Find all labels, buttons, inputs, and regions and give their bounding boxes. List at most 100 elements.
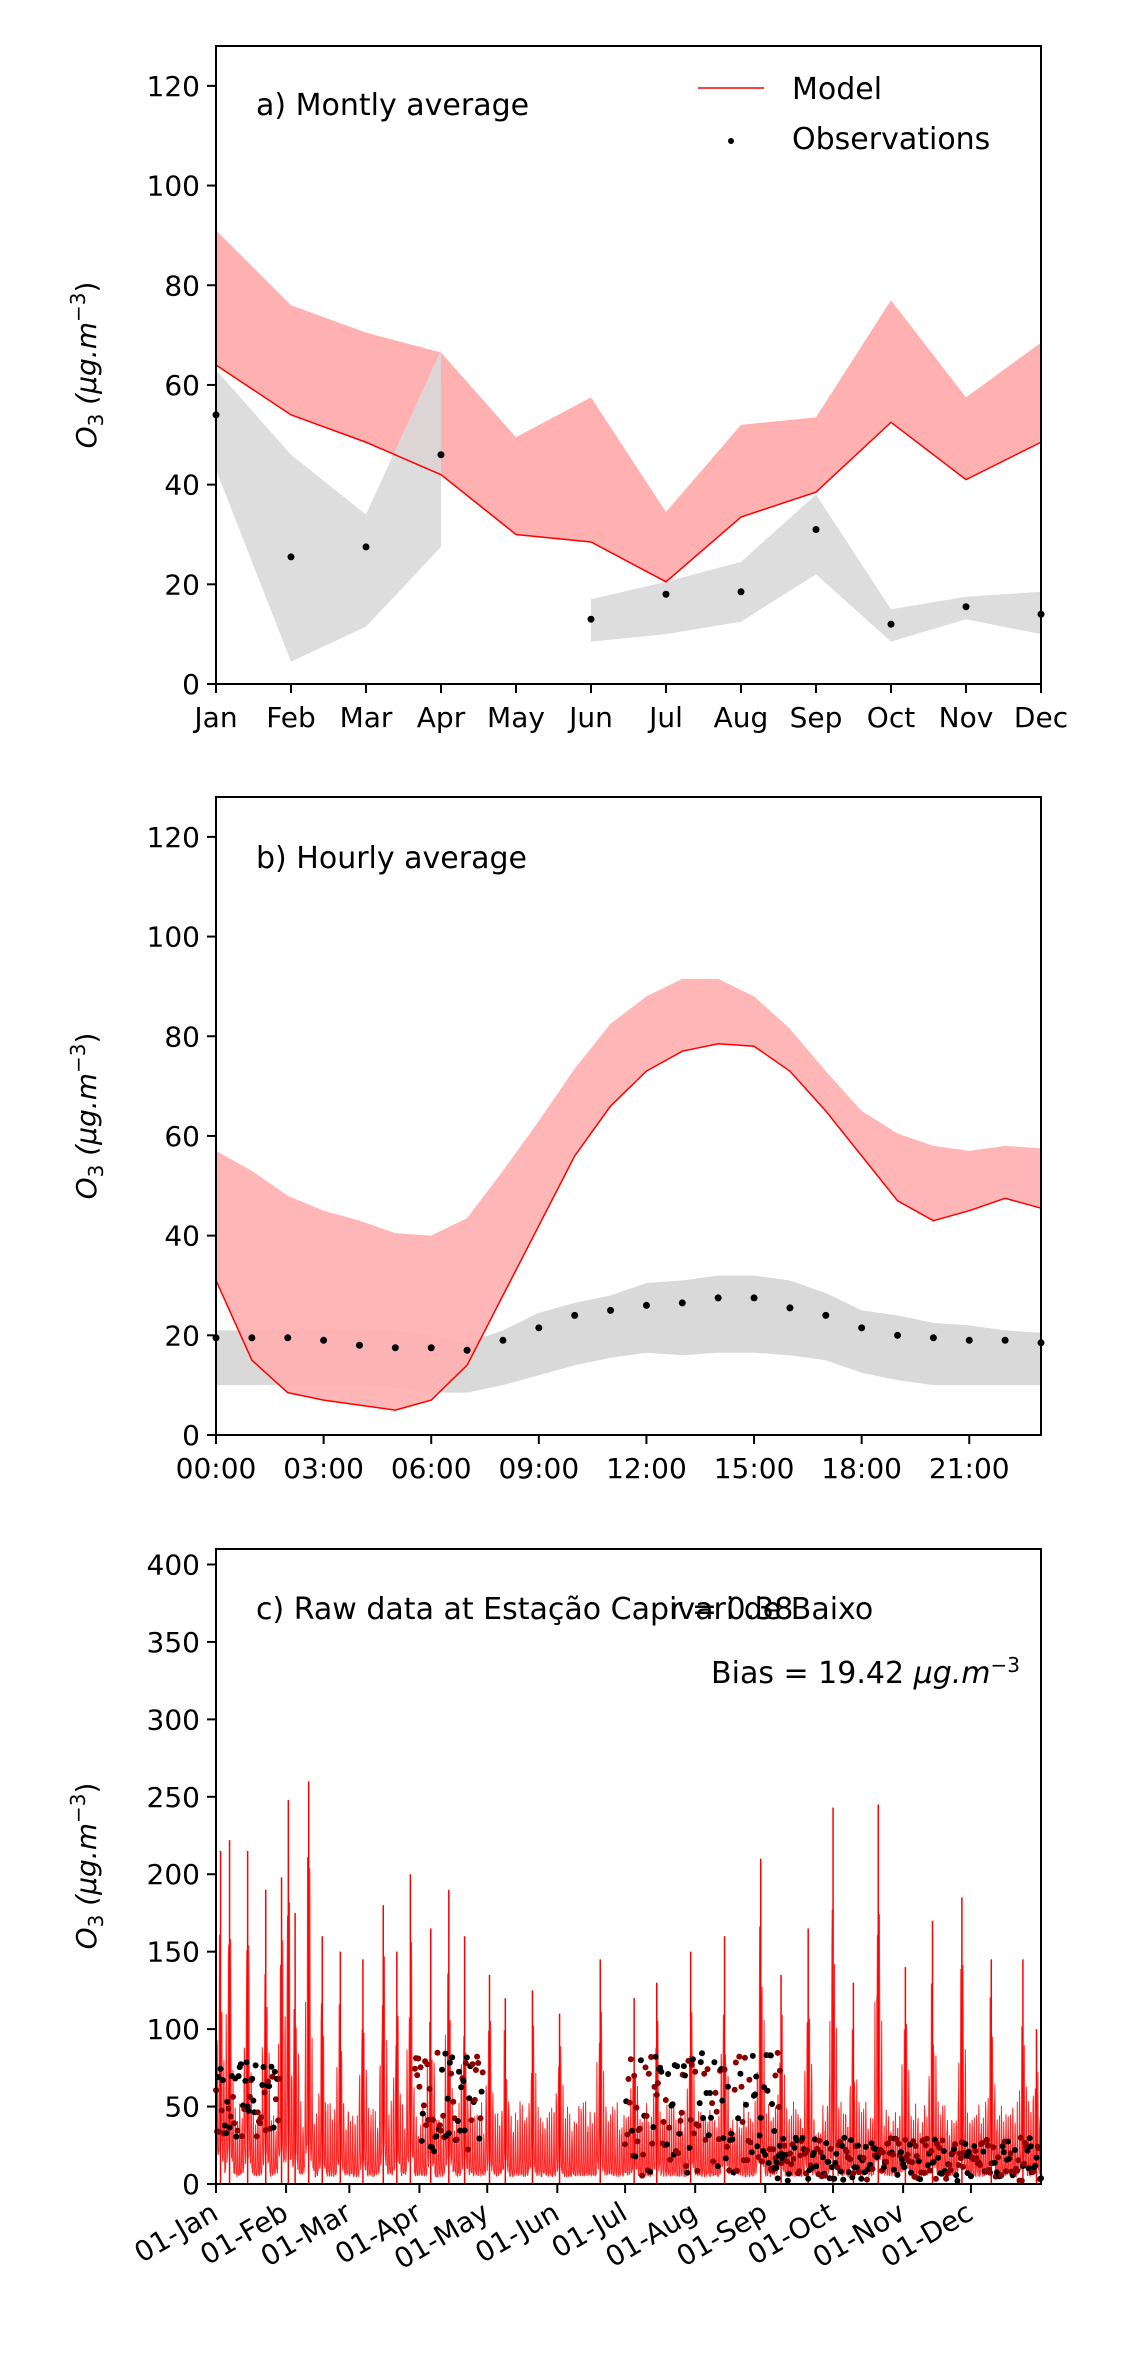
observation-point <box>1014 2167 1021 2174</box>
observation-point <box>810 2149 817 2156</box>
x-tick-label: Nov <box>939 701 994 734</box>
observation-point <box>696 2100 703 2107</box>
observation-point <box>469 2061 476 2068</box>
observation-point <box>622 2141 629 2148</box>
observation-point <box>946 2161 953 2168</box>
observation-point <box>454 2118 461 2124</box>
y-tick-label: 80 <box>164 269 200 302</box>
y-axis-label: O3 (μg.m−3) <box>66 1033 108 1200</box>
observation-point <box>649 2140 656 2147</box>
observation-point <box>697 2059 704 2066</box>
observation-point <box>899 2156 905 2163</box>
observation-point <box>883 2158 890 2165</box>
observation-point <box>1023 2143 1030 2150</box>
y-tick-label: 60 <box>164 1120 200 1153</box>
observation-point <box>917 2176 924 2183</box>
observation-point <box>1005 2138 1012 2145</box>
observation-point <box>477 2115 484 2122</box>
observation-point <box>648 2054 655 2060</box>
observation-point <box>272 2096 279 2103</box>
observation-point <box>786 1304 794 1312</box>
x-tick-label: 03:00 <box>283 1452 364 1485</box>
x-tick-label: Dec <box>1014 701 1068 734</box>
observation-point <box>642 2064 649 2071</box>
observation-point <box>998 2172 1005 2179</box>
observation-point <box>669 2101 676 2108</box>
observation-point <box>804 2147 811 2154</box>
observation-point <box>822 2172 829 2179</box>
observation-point <box>261 2089 268 2096</box>
observation-point <box>732 2059 739 2066</box>
observation-point <box>254 2109 261 2116</box>
observation-point <box>962 2141 969 2147</box>
observation-point <box>414 2072 421 2079</box>
observation-point <box>928 2148 935 2155</box>
observation-point <box>731 2086 738 2093</box>
y-tick-label: 0 <box>182 1419 200 1452</box>
observation-point <box>708 2114 714 2121</box>
observation-point <box>936 2144 943 2151</box>
observation-point <box>833 2150 840 2157</box>
observation-point <box>249 2075 256 2082</box>
observation-point <box>426 2085 433 2092</box>
observation-point <box>735 2115 742 2122</box>
observation-point <box>960 2163 966 2170</box>
observation-point <box>439 2066 445 2073</box>
observation-point <box>460 2078 467 2084</box>
observation-point <box>462 2060 469 2067</box>
observation-point <box>653 2091 660 2098</box>
observation-point <box>838 2168 844 2175</box>
observation-point <box>752 2091 759 2098</box>
observation-point <box>704 2066 711 2073</box>
observation-point <box>780 2135 787 2142</box>
observation-point <box>858 1324 866 1332</box>
observation-point <box>791 2144 798 2151</box>
observation-point <box>678 2109 685 2116</box>
observation-point <box>713 2108 720 2115</box>
observation-point <box>433 2133 440 2140</box>
observation-point <box>691 2130 697 2137</box>
y-tick-label: 200 <box>147 1858 200 1891</box>
observation-point <box>828 2164 835 2171</box>
observation-point <box>843 2148 850 2155</box>
observation-point <box>250 2097 257 2104</box>
observation-point <box>631 2072 638 2079</box>
observation-point <box>951 2146 957 2153</box>
observation-point <box>440 2112 447 2119</box>
observation-point <box>244 2103 251 2110</box>
observation-point <box>980 2148 987 2155</box>
observation-point <box>700 2115 707 2121</box>
observation-point <box>897 2149 904 2156</box>
observation-point <box>445 2130 452 2137</box>
observation-point <box>765 2160 772 2166</box>
observation-point <box>990 2144 997 2151</box>
observation-point <box>923 2135 930 2142</box>
y-tick-label: 100 <box>147 2013 200 2046</box>
observation-point <box>688 2061 695 2068</box>
observation-point <box>239 2133 245 2140</box>
observation-point <box>710 2158 717 2165</box>
observation-point <box>695 2122 702 2129</box>
y-tick-label: 250 <box>147 1781 200 1814</box>
observation-point <box>449 2054 456 2061</box>
observation-point <box>450 2098 457 2105</box>
observation-point <box>757 2114 764 2121</box>
observation-point <box>890 2151 896 2158</box>
observation-point <box>571 1311 579 1319</box>
observation-point <box>729 2136 736 2143</box>
panel-c-annotation: c) Raw data at Estação Capivari de Baixo <box>256 1592 873 1627</box>
observation-point <box>643 2113 650 2119</box>
observation-point <box>741 2054 748 2061</box>
observation-point <box>714 2163 721 2170</box>
observation-point <box>1024 2147 1031 2154</box>
observation-point <box>748 2149 755 2156</box>
observation-point <box>666 2124 673 2131</box>
observation-point <box>793 2137 800 2144</box>
observation-point <box>362 543 370 551</box>
observation-point <box>1007 2150 1014 2157</box>
observation-point <box>739 2119 746 2125</box>
x-tick-label: 21:00 <box>929 1452 1010 1485</box>
x-tick-label: 09:00 <box>498 1452 579 1485</box>
monthly-average-panel: 0 20 40 60 80 100 120 Jan Feb Mar Apr May Jun Jul Aug… <box>66 45 1068 734</box>
model-mean-line <box>215 1042 1042 1411</box>
